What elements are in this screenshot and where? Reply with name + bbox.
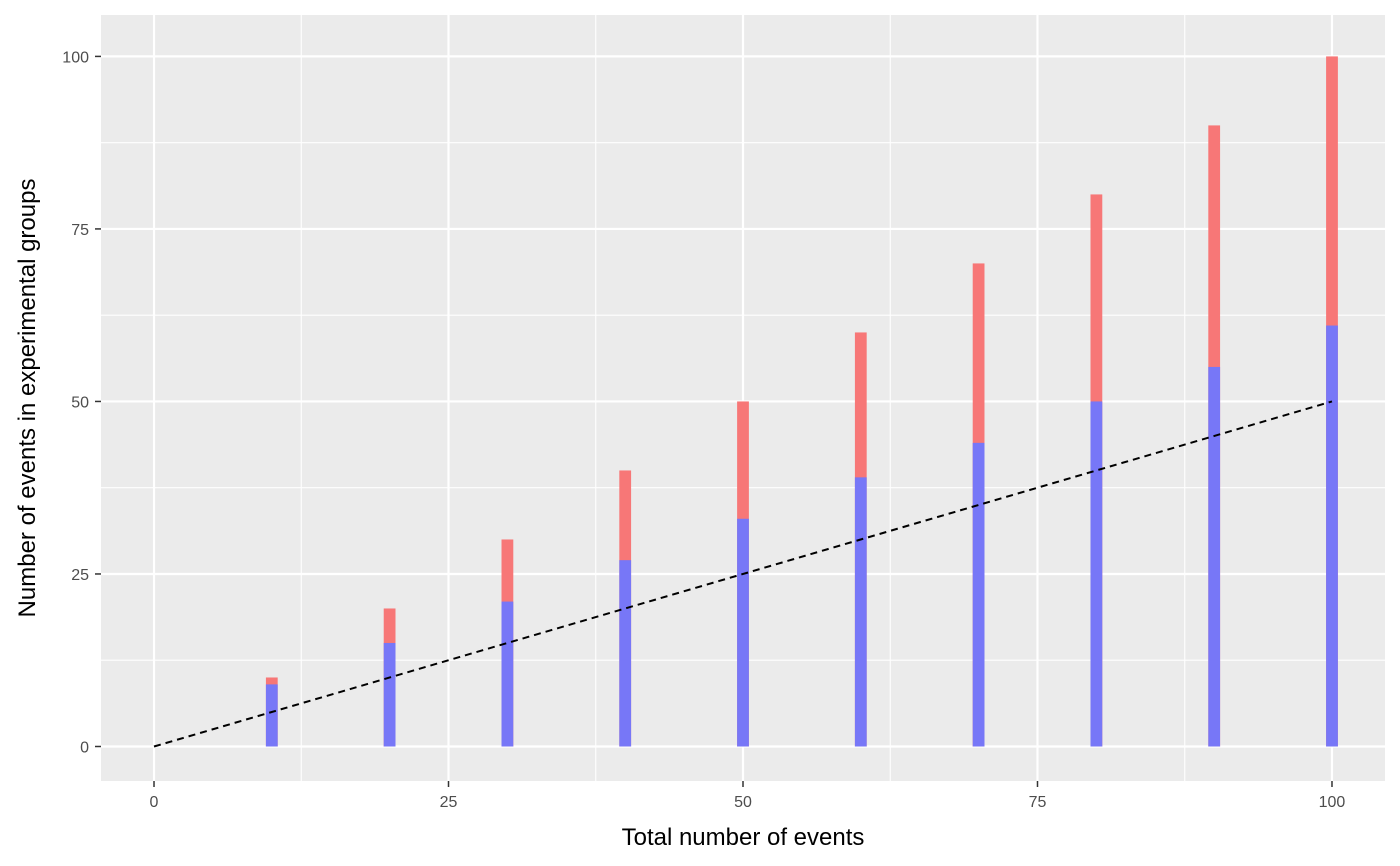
bar-series-1-x-90 bbox=[1208, 366, 1221, 747]
bar-series-1-x-30 bbox=[501, 601, 514, 747]
bar-series-1-x-100 bbox=[1326, 325, 1338, 747]
bar-series-1-x-50 bbox=[737, 518, 749, 747]
bar-series-1-x-60 bbox=[854, 477, 867, 747]
x-tick-label: 100 bbox=[1319, 794, 1346, 811]
bar-series-1-x-10 bbox=[265, 684, 278, 747]
bar-series-1-x-20 bbox=[383, 642, 396, 747]
y-tick-label: 75 bbox=[71, 222, 89, 239]
y-tick-label: 50 bbox=[71, 394, 89, 411]
x-tick-label: 75 bbox=[1029, 794, 1047, 811]
y-tick-label: 100 bbox=[62, 49, 89, 66]
bar-series-1-x-70 bbox=[972, 442, 985, 747]
x-axis-ticks: 0 25 50 75 100 bbox=[150, 781, 1346, 811]
y-tick-label: 25 bbox=[71, 567, 89, 584]
y-axis-ticks: 0 25 50 75 100 bbox=[62, 49, 101, 756]
bar-series-1-x-80 bbox=[1090, 401, 1103, 747]
y-tick-label: 0 bbox=[80, 739, 89, 756]
x-tick-label: 50 bbox=[734, 794, 752, 811]
x-axis-title: Total number of events bbox=[622, 824, 865, 851]
x-tick-label: 25 bbox=[440, 794, 458, 811]
y-axis-title: Number of events in experimental groups bbox=[14, 179, 41, 618]
reference-line bbox=[153, 400, 1333, 748]
x-tick-label: 0 bbox=[150, 794, 159, 811]
bar-series-1-x-40 bbox=[619, 560, 632, 747]
